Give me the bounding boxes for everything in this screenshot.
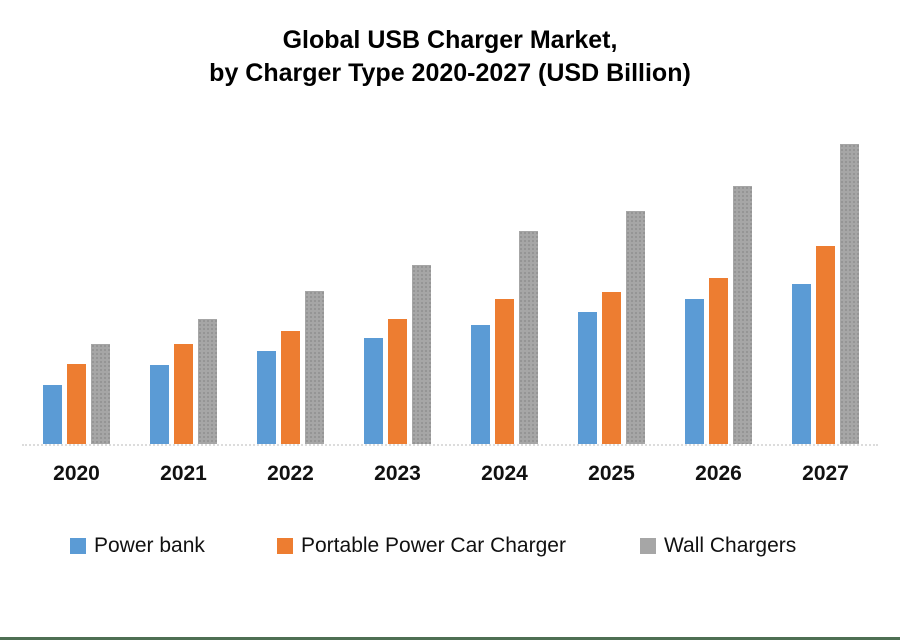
bar-wall-chargers-2021 — [198, 319, 217, 444]
bar-group-2026 — [685, 0, 752, 444]
x-axis-label-2022: 2022 — [267, 462, 314, 485]
bar-portable-power-car-charger-2024 — [495, 299, 514, 444]
power-bank-swatch-icon — [70, 538, 86, 554]
bar-group-2027 — [792, 0, 859, 444]
bar-portable-power-car-charger-2020 — [67, 364, 86, 444]
x-axis-label-2021: 2021 — [160, 462, 207, 485]
x-axis-label-2020: 2020 — [53, 462, 100, 485]
x-axis-label-2024: 2024 — [481, 462, 528, 485]
legend: Power bank Portable Power Car Charger Wa… — [0, 533, 900, 559]
bar-wall-chargers-2022 — [305, 291, 324, 444]
legend-label-power-bank: Power bank — [94, 534, 205, 557]
x-axis-label-2023: 2023 — [374, 462, 421, 485]
x-axis-label-2025: 2025 — [588, 462, 635, 485]
x-axis-line — [22, 444, 878, 446]
bar-power-bank-2021 — [150, 365, 169, 444]
bar-power-bank-2020 — [43, 385, 62, 444]
bar-group-2022 — [257, 0, 324, 444]
bar-wall-chargers-2026 — [733, 186, 752, 444]
bottom-edge-rule — [0, 637, 900, 640]
bar-group-2023 — [364, 0, 431, 444]
chart-title-line-1: Global USB Charger Market, — [282, 26, 618, 54]
bar-power-bank-2025 — [578, 312, 597, 444]
wall-chargers-swatch-icon — [640, 538, 656, 554]
bar-power-bank-2026 — [685, 299, 704, 444]
bar-wall-chargers-2023 — [412, 265, 431, 444]
x-axis-label-2026: 2026 — [695, 462, 742, 485]
legend-item-portable-power-car-charger: Portable Power Car Charger — [277, 533, 566, 559]
bar-group-2025 — [578, 0, 645, 444]
bar-wall-chargers-2027 — [840, 144, 859, 444]
legend-label-wall-chargers: Wall Chargers — [664, 534, 797, 557]
bar-wall-chargers-2025 — [626, 211, 645, 444]
plot-area — [43, 0, 859, 444]
bar-power-bank-2023 — [364, 338, 383, 444]
legend-item-wall-chargers: Wall Chargers — [640, 533, 796, 559]
bar-power-bank-2024 — [471, 325, 490, 444]
portable-power-car-charger-swatch-icon — [277, 538, 293, 554]
chart-title: Global USB Charger Market, by Charger Ty… — [0, 24, 900, 90]
bar-portable-power-car-charger-2021 — [174, 344, 193, 444]
x-axis-label-2027: 2027 — [802, 462, 849, 485]
bar-power-bank-2027 — [792, 284, 811, 444]
legend-label-portable-power-car-charger: Portable Power Car Charger — [301, 534, 566, 557]
bar-portable-power-car-charger-2022 — [281, 331, 300, 444]
bar-group-2024 — [471, 0, 538, 444]
bar-portable-power-car-charger-2027 — [816, 246, 835, 444]
chart-title-line-2: by Charger Type 2020-2027 (USD Billion) — [209, 59, 691, 87]
bar-power-bank-2022 — [257, 351, 276, 444]
bar-wall-chargers-2024 — [519, 231, 538, 444]
legend-item-power-bank: Power bank — [70, 533, 205, 559]
bar-wall-chargers-2020 — [91, 344, 110, 444]
bar-group-2021 — [150, 0, 217, 444]
bar-group-2020 — [43, 0, 110, 444]
bar-portable-power-car-charger-2025 — [602, 292, 621, 444]
bar-portable-power-car-charger-2023 — [388, 319, 407, 444]
bar-portable-power-car-charger-2026 — [709, 278, 728, 444]
